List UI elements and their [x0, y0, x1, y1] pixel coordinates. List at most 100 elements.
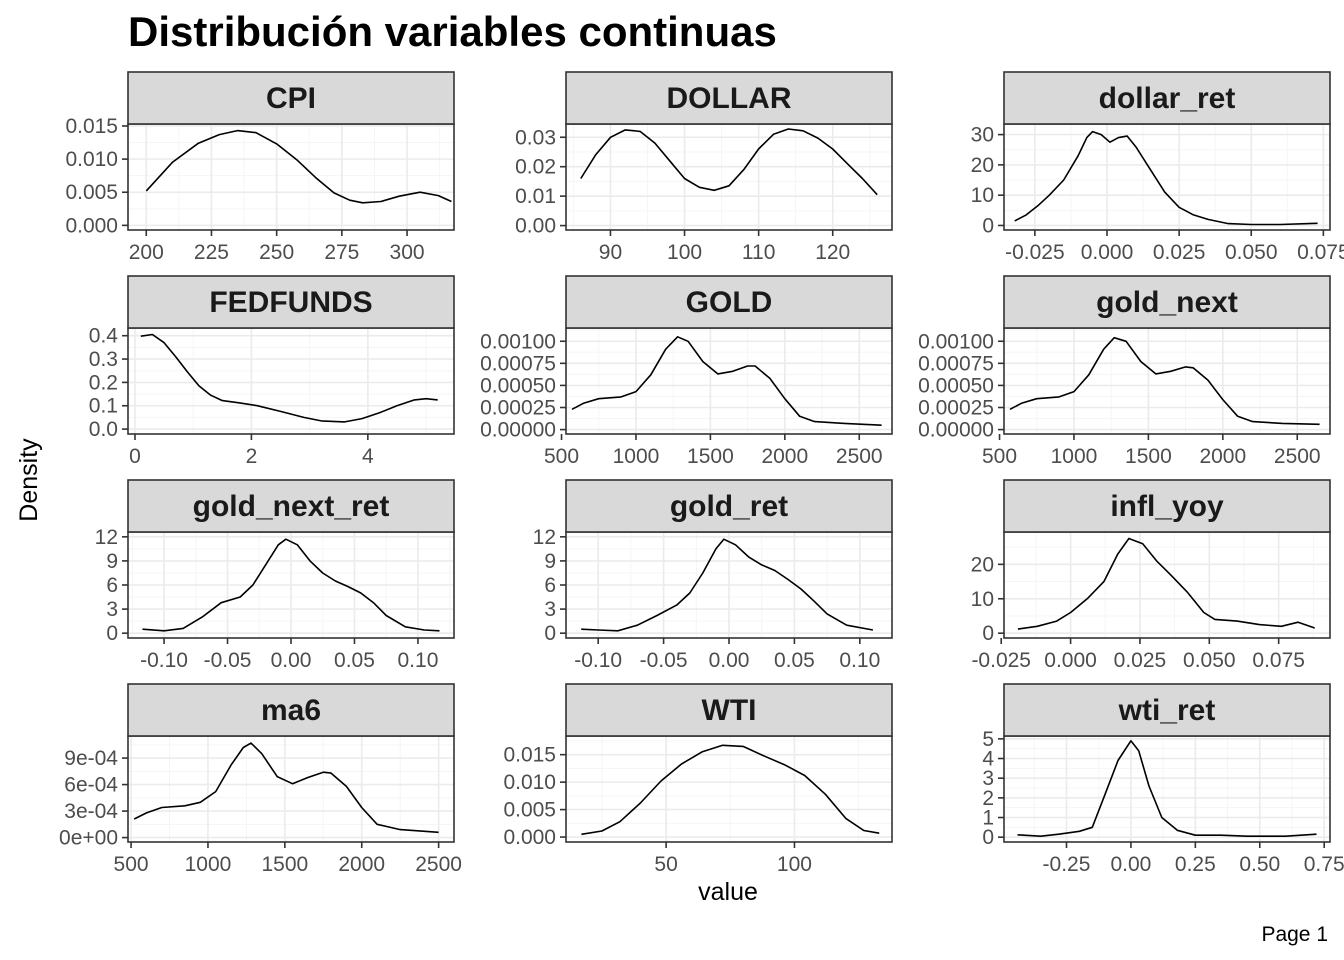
x-tick-label: 300 — [390, 241, 425, 264]
facet-strip — [565, 275, 893, 329]
y-tick-label: 1 — [982, 807, 994, 830]
x-tick-label: 2000 — [1199, 445, 1246, 468]
facet-label: FEDFUNDS — [209, 286, 372, 319]
x-tick-label: 225 — [194, 241, 229, 264]
facet-strip — [565, 71, 893, 125]
y-tick-label: 0.00100 — [918, 330, 994, 353]
y-tick-label: 3 — [544, 598, 556, 621]
y-tick-label: 0 — [106, 622, 118, 645]
x-tick-label: 500 — [544, 445, 579, 468]
y-tick-label: 0.000 — [503, 826, 556, 849]
facet-strip — [1003, 275, 1331, 329]
density-line-wti — [581, 744, 880, 836]
x-tick-label: 1000 — [613, 445, 660, 468]
y-tick-label: 0.00 — [515, 215, 556, 238]
y-tick-label: 0.00000 — [480, 419, 556, 442]
density-line-gold-next — [1009, 336, 1320, 426]
x-tick-label: 1500 — [1125, 445, 1172, 468]
y-tick-label: 0e+00 — [59, 827, 118, 850]
y-tick-label: 9e-04 — [64, 747, 118, 770]
facet-strip — [565, 683, 893, 737]
y-tick-label: 0.00100 — [480, 330, 556, 353]
x-tick-label: 90 — [599, 241, 622, 264]
x-tick-label: -0.05 — [204, 649, 252, 672]
facet-strip — [1003, 479, 1331, 533]
facet-label: dollar_ret — [1099, 82, 1236, 115]
facet-strip — [1003, 683, 1331, 737]
facet-infl-yoy: infl_yoy 0 10 20 -0.025 0.000 0.025 0.050 0.075 — [971, 479, 1331, 672]
x-tick-label: 0 — [129, 445, 141, 468]
facet-strip — [127, 71, 455, 125]
facet-strip — [127, 683, 455, 737]
x-tick-label: 250 — [259, 241, 294, 264]
panel-background — [1004, 328, 1330, 434]
facet-wti: WTI 0.000 0.005 0.010 0.015 50 100 — [503, 683, 893, 876]
x-tick-label: 0.075 — [1252, 649, 1305, 672]
x-tick-label: 120 — [815, 241, 850, 264]
y-tick-label: 6 — [106, 574, 118, 597]
y-tick-label: 12 — [95, 526, 118, 549]
y-tick-label: 0.3 — [89, 348, 118, 371]
y-tick-label: 3e-04 — [64, 800, 118, 823]
y-tick-label: 9 — [544, 550, 556, 573]
facet-label: infl_yoy — [1110, 490, 1224, 523]
facet-dollar: DOLLAR 0.00 0.01 0.02 0.03 90 100 110 120 — [515, 71, 893, 264]
facet-ma6: ma6 0e+00 3e-04 6e-04 9e-04 500 1000 1500 2000 25… — [59, 683, 462, 876]
x-tick-label: 0.000 — [1044, 649, 1097, 672]
x-tick-label: 1500 — [261, 853, 308, 876]
x-tick-label: 0.00 — [1110, 853, 1151, 876]
facet-label: WTI — [702, 694, 757, 727]
y-tick-label: 3 — [982, 767, 994, 790]
x-tick-label: -0.25 — [1043, 853, 1091, 876]
density-line-cpi — [145, 129, 452, 204]
x-tick-label: 0.050 — [1183, 649, 1236, 672]
x-tick-label: 0.75 — [1304, 853, 1344, 876]
y-tick-label: 0.00050 — [918, 374, 994, 397]
y-tick-label: 0.01 — [515, 185, 556, 208]
y-tick-label: 0.03 — [515, 126, 556, 149]
y-tick-label: 0.00025 — [918, 397, 994, 420]
x-tick-label: 0.025 — [1153, 241, 1206, 264]
x-tick-label: 2500 — [836, 445, 883, 468]
y-tick-label: 0.02 — [515, 156, 556, 179]
y-tick-label: 6e-04 — [64, 774, 118, 797]
y-tick-label: 0.015 — [503, 744, 556, 767]
facet-label: ma6 — [261, 694, 321, 727]
x-tick-label: -0.10 — [140, 649, 188, 672]
panel-background — [566, 328, 892, 434]
density-line-ma6 — [133, 742, 439, 834]
y-tick-label: 20 — [971, 553, 994, 576]
facet-label: GOLD — [686, 286, 773, 319]
y-tick-label: 0.00075 — [918, 352, 994, 375]
y-tick-label: 0.015 — [65, 115, 118, 138]
x-tick-label: 1500 — [687, 445, 734, 468]
page-label: Page 1 — [1261, 923, 1328, 946]
density-line-gold — [571, 335, 882, 426]
x-tick-label: 1000 — [1051, 445, 1098, 468]
panel-background — [128, 124, 454, 230]
y-tick-label: 0.010 — [503, 771, 556, 794]
facet-dollar-ret: dollar_ret 0 10 20 30 -0.025 0.000 0.025 0.050 0.… — [971, 71, 1344, 264]
y-tick-label: 0 — [544, 622, 556, 645]
x-tick-label: 200 — [129, 241, 164, 264]
x-tick-label: 0.00 — [709, 649, 750, 672]
y-tick-label: 0.005 — [503, 799, 556, 822]
x-tick-label: 4 — [362, 445, 374, 468]
y-tick-label: 0 — [982, 214, 994, 237]
x-tick-label: 50 — [654, 853, 677, 876]
x-tick-label: 0.050 — [1225, 241, 1278, 264]
y-tick-label: 3 — [106, 598, 118, 621]
density-line-infl-yoy — [1017, 537, 1315, 630]
y-tick-label: 5 — [982, 728, 994, 751]
x-tick-label: 2 — [246, 445, 258, 468]
y-tick-label: 2 — [982, 787, 994, 810]
y-tick-label: 0.00050 — [480, 374, 556, 397]
x-tick-label: 100 — [777, 853, 812, 876]
x-tick-label: -0.05 — [640, 649, 688, 672]
y-tick-label: 0 — [982, 622, 994, 645]
y-tick-label: 10 — [971, 184, 994, 207]
y-tick-label: 0.00000 — [918, 419, 994, 442]
density-line-fedfunds — [140, 333, 438, 423]
